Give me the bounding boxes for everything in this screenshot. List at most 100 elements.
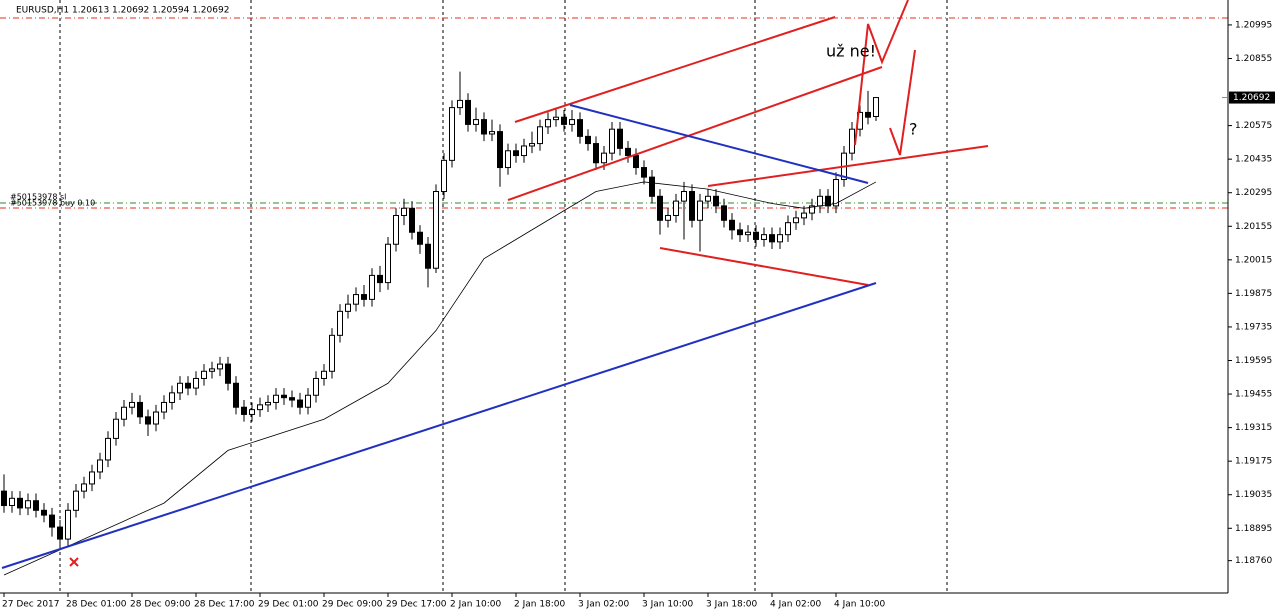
x-tick-label: 2 Jan 10:00 [450, 600, 502, 610]
candle-body [633, 155, 639, 169]
candle-body [281, 394, 287, 399]
candle-body [793, 217, 799, 224]
candle-body [217, 363, 223, 370]
candle-body [681, 191, 687, 202]
candle-body [33, 500, 39, 511]
candle-body [369, 274, 375, 300]
candle-body [825, 195, 831, 207]
candle-body [777, 234, 783, 243]
candle-body [161, 401, 167, 413]
arrow [889, 49, 916, 156]
x-tick-label: 29 Dec 01:00 [258, 600, 319, 610]
x-tick-label: 4 Jan 02:00 [770, 600, 822, 610]
candle-body [769, 234, 775, 243]
candle-body [81, 483, 87, 492]
current-price-label: 1.20692 [1233, 93, 1270, 103]
y-tick-label: 1.20435 [1235, 155, 1272, 165]
y-tick-label: 1.19315 [1235, 423, 1272, 433]
candle-body [809, 205, 815, 214]
candle-body [617, 128, 623, 149]
candle-body [761, 234, 767, 240]
candle-body [1, 490, 7, 507]
cross-marker [69, 557, 79, 567]
candle-body [233, 382, 239, 408]
candle-body [673, 200, 679, 216]
candle-body [497, 131, 503, 169]
x-tick-label: 28 Dec 01:00 [66, 600, 127, 610]
candle-body [465, 99, 471, 125]
candle-body [105, 437, 111, 461]
candle-body [17, 497, 23, 509]
y-tick-label: 1.18760 [1235, 556, 1272, 566]
x-tick-label: 28 Dec 17:00 [194, 600, 255, 610]
candle-body [561, 116, 567, 125]
y-tick-label: 1.20995 [1235, 20, 1272, 30]
candle-body [849, 128, 855, 154]
candle-body [137, 401, 143, 418]
x-tick-label: 29 Dec 17:00 [386, 600, 447, 610]
candle-body [457, 99, 463, 109]
candle-body [577, 119, 583, 137]
candles [1, 71, 879, 576]
candle-body [321, 370, 327, 379]
candle-body [513, 150, 519, 157]
candle-body [113, 418, 119, 439]
candle-body [129, 401, 135, 408]
trendlines [1, 0, 989, 569]
candle-body [249, 409, 255, 415]
x-tick-label: 4 Jan 10:00 [834, 600, 886, 610]
trendline [507, 66, 883, 201]
y-tick-label: 1.19035 [1235, 490, 1272, 500]
candle-body [593, 143, 599, 164]
order-label: #50153978 sl [10, 193, 66, 202]
moving-average [3, 181, 877, 576]
candle-body [569, 119, 575, 125]
candle-body [401, 207, 407, 216]
candle-body [177, 382, 183, 394]
x-tick-label: 3 Jan 02:00 [578, 600, 630, 610]
candle-body [705, 195, 711, 202]
candle-body [65, 509, 71, 540]
trendline [707, 145, 989, 187]
candle-body [169, 392, 175, 403]
x-tick-label: 3 Jan 18:00 [706, 600, 758, 610]
candle-body [529, 143, 535, 147]
candle-body [609, 128, 615, 154]
candle-body [153, 411, 159, 425]
candle-body [337, 310, 343, 336]
candle-body [601, 152, 607, 164]
candle-body [25, 500, 31, 509]
y-tick-label: 1.20295 [1235, 188, 1272, 198]
candle-body [553, 116, 559, 121]
candle-body [353, 294, 359, 305]
candle-body [737, 229, 743, 236]
y-tick-label: 1.20155 [1235, 222, 1272, 232]
x-tick-label: 27 Dec 2017 [2, 600, 60, 610]
y-tick-label: 1.19875 [1235, 289, 1272, 299]
candle-body [481, 119, 487, 135]
candle-body [97, 459, 103, 473]
x-tick-label: 28 Dec 09:00 [130, 600, 191, 610]
y-tick-label: 1.19595 [1235, 356, 1272, 366]
y-tick-label: 1.19455 [1235, 390, 1272, 400]
trendline [569, 104, 869, 184]
zigzag [854, 0, 909, 146]
candle-body [145, 416, 151, 425]
candle-body [689, 191, 695, 221]
candle-body [505, 150, 511, 169]
trendline [1, 282, 877, 569]
candle-body [641, 167, 647, 178]
y-tick-label: 1.20855 [1235, 54, 1272, 64]
candle-body [209, 368, 215, 372]
candle-body [441, 159, 447, 193]
candle-body [289, 397, 295, 401]
x-tick-label: 2 Jan 18:00 [514, 600, 566, 610]
y-tick-label: 1.20575 [1235, 121, 1272, 131]
candle-body [329, 334, 335, 372]
candle-body [473, 119, 479, 125]
x-tick-label: 29 Dec 09:00 [322, 600, 383, 610]
candle-body [241, 406, 247, 415]
